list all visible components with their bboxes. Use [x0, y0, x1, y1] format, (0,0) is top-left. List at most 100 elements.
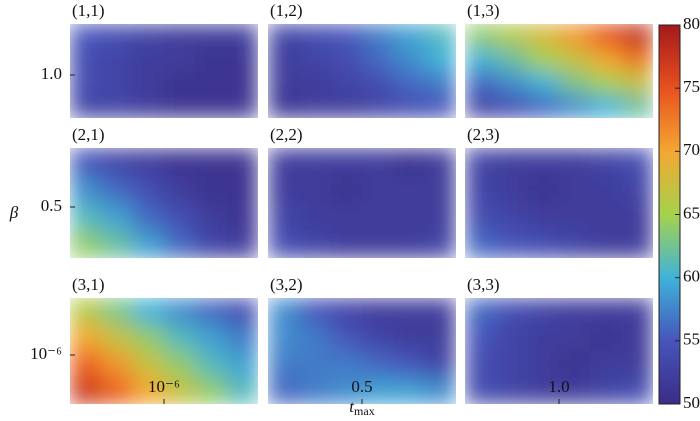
contour-cell [527, 230, 560, 258]
contour-cell [590, 148, 623, 176]
contour-cell [465, 148, 497, 176]
contour-cell [299, 71, 332, 95]
contour-cell [527, 94, 560, 118]
contour-cell [132, 298, 165, 325]
contour-cell [496, 47, 529, 72]
contour-cell [226, 230, 258, 258]
contour-cell [164, 175, 196, 204]
contour-cell [424, 324, 456, 352]
contour-cell [496, 94, 529, 118]
contour-cell [101, 94, 134, 118]
contour-cell [393, 175, 426, 204]
contour-cell [330, 324, 363, 352]
colorbar-tick-label: 75 [683, 77, 700, 96]
contour-cell [362, 94, 394, 118]
contour-cell [268, 203, 300, 231]
contour-cell [424, 24, 456, 48]
contour-cell [559, 24, 591, 48]
contour-cell [590, 47, 623, 72]
contour-cell [226, 148, 258, 176]
contour-cell [268, 324, 300, 352]
contour-cell [195, 71, 228, 95]
contour-cell [164, 71, 196, 95]
contour-cell [465, 175, 497, 204]
y-tick-label: 10⁻⁶ [30, 344, 62, 363]
contour-cell [132, 324, 165, 352]
panel-title: (2,1) [72, 125, 105, 144]
contour-cell [590, 203, 623, 231]
contour-cell [164, 203, 196, 231]
contour-cell [590, 298, 623, 325]
y-axis-label: β [9, 203, 19, 222]
contour-cell [590, 377, 623, 404]
panel-title: (1,3) [467, 1, 500, 20]
contour-cell [330, 230, 363, 258]
x-tick-label: 10⁻⁶ [148, 377, 180, 396]
contour-cell [330, 298, 363, 325]
contour-cell [527, 324, 560, 352]
x-axis-label: tmax [349, 397, 374, 418]
panel-title: (3,1) [72, 275, 105, 294]
contour-cell [424, 71, 456, 95]
contour-cell [621, 377, 653, 404]
contour-cell [496, 71, 529, 95]
contour-cell [424, 230, 456, 258]
contour-cell [527, 298, 560, 325]
contour-cell [101, 47, 134, 72]
contour-cell [330, 351, 363, 378]
contour-cell [424, 203, 456, 231]
contour-cell [132, 175, 165, 204]
contour-cell [268, 298, 300, 325]
contour-cell [496, 298, 529, 325]
contour-cell [268, 71, 300, 95]
contour-cell [132, 203, 165, 231]
contour-cell [195, 203, 228, 231]
contour-cell [393, 71, 426, 95]
contour-cell [330, 148, 363, 176]
contour-cell [132, 24, 165, 48]
contour-cell [424, 377, 456, 404]
contour-cell [496, 351, 529, 378]
contour-cell [268, 351, 300, 378]
contour-cell [70, 175, 102, 204]
contour-cell [268, 148, 300, 176]
contour-cell [465, 71, 497, 95]
contour-cell [590, 94, 623, 118]
contour-cell [330, 71, 363, 95]
panel [268, 24, 456, 118]
contour-cell [424, 351, 456, 378]
contour-cell [559, 351, 591, 378]
contour-cell [164, 324, 196, 352]
panel [70, 298, 258, 404]
contour-cell [590, 230, 623, 258]
contour-cell [195, 94, 228, 118]
contour-cell [590, 71, 623, 95]
contour-cell [559, 203, 591, 231]
panel [465, 298, 653, 404]
contour-cell [621, 71, 653, 95]
contour-cell [299, 148, 332, 176]
contour-cell [101, 298, 134, 325]
contour-cell [299, 94, 332, 118]
contour-cell [299, 324, 332, 352]
panel-field [268, 298, 456, 404]
contour-cell [362, 71, 394, 95]
x-label-main: t [349, 397, 355, 416]
contour-cell [299, 377, 332, 404]
contour-cell [362, 377, 394, 404]
contour-cell [226, 175, 258, 204]
contour-cell [70, 377, 102, 404]
contour-cell [330, 94, 363, 118]
contour-cell [393, 298, 426, 325]
contour-cell [559, 324, 591, 352]
contour-cell [132, 351, 165, 378]
contour-cell [195, 298, 228, 325]
contour-cell [70, 203, 102, 231]
contour-cell [527, 71, 560, 95]
contour-cell [164, 351, 196, 378]
contour-cell [496, 203, 529, 231]
contour-cell [621, 351, 653, 378]
contour-cell [362, 175, 394, 204]
contour-cell [621, 203, 653, 231]
panel-title: (1,2) [270, 1, 303, 20]
